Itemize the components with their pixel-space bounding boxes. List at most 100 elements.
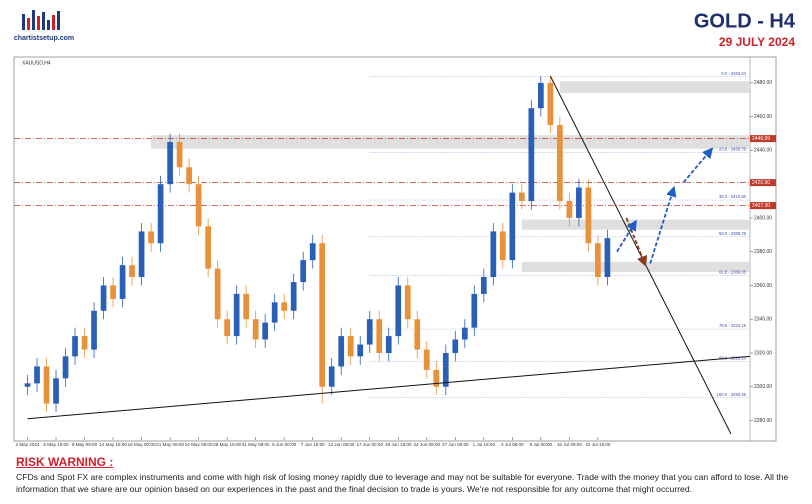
- candle-body: [528, 108, 535, 202]
- x-tick-label: 5 Jun 00:00: [272, 442, 296, 447]
- x-tick-label: 24 Jun 08:00: [413, 442, 440, 447]
- red-level-tag: [750, 179, 776, 187]
- candle-body: [148, 231, 154, 244]
- candle-body: [547, 82, 554, 126]
- symbol: XAUUSD,H4: [22, 60, 51, 66]
- candle-body: [119, 265, 126, 299]
- y-tick-label: 2280.00: [754, 418, 772, 424]
- candle-body: [62, 356, 69, 379]
- candle-body: [576, 187, 582, 218]
- x-tick-label: 31 May 08:00: [242, 442, 270, 447]
- x-tick-label: 17 Jun 00:00: [356, 442, 383, 447]
- candle-body: [100, 285, 107, 311]
- candle-body: [309, 243, 316, 261]
- red-level-tag: [750, 135, 776, 143]
- title: GOLD - H4: [694, 10, 796, 32]
- candle-body: [433, 369, 440, 387]
- date: 29 JULY 2024: [719, 35, 795, 49]
- candle-body: [233, 293, 240, 337]
- x-tick-label: 2 May 2024: [15, 442, 39, 447]
- candle-body: [271, 302, 278, 323]
- fib-label: 0.0 - 2483.64: [721, 71, 746, 76]
- candle-body: [452, 339, 459, 353]
- trendline: [27, 355, 751, 420]
- y-tick-label: 2360.00: [754, 283, 772, 289]
- candle-body: [538, 82, 544, 109]
- fib-label: 50.0 - 2388.78: [719, 231, 747, 236]
- candle-body: [81, 336, 88, 350]
- risk-warning-title: RISK WARNING :: [16, 455, 114, 469]
- fib-label: 78.6 - 2334.15: [719, 323, 747, 328]
- candle-body: [167, 141, 173, 185]
- candle-body: [300, 260, 307, 283]
- candle-body: [186, 167, 192, 185]
- red-level-tag: [750, 202, 776, 210]
- x-tick-label: 23 Jul 16:00: [585, 442, 610, 447]
- candle-body: [509, 192, 516, 261]
- x-tick-label: 24 May 08:00: [185, 442, 213, 447]
- y-tick-label: 2380.00: [754, 249, 772, 255]
- logo-text: chartistsetup.com: [14, 35, 74, 42]
- x-tick-label: 1 Jul 16:00: [473, 442, 496, 447]
- candle-body: [129, 265, 135, 278]
- candle-body: [214, 268, 221, 320]
- chart-frame: [13, 56, 777, 442]
- candle-body: [395, 285, 402, 337]
- candle-body: [243, 293, 250, 320]
- red-level-label: 2407.30: [752, 203, 770, 209]
- candle-body: [252, 319, 259, 340]
- candle-body: [43, 366, 50, 404]
- x-tick-label: 28 May 16:00: [213, 442, 241, 447]
- y-tick-label: 2400.00: [754, 215, 772, 221]
- x-tick-label: 6 May 16:00: [43, 442, 69, 447]
- candle-body: [205, 226, 211, 269]
- red-level-label: 2420.90: [752, 180, 770, 186]
- candle-body: [281, 302, 288, 311]
- candle-body: [604, 238, 611, 278]
- zone: [521, 261, 750, 272]
- candle-body: [338, 336, 345, 367]
- candle-body: [566, 201, 573, 218]
- x-tick-label: 9 Jul 00:00: [530, 442, 553, 447]
- candle-body: [110, 285, 116, 299]
- candle-body: [461, 327, 468, 340]
- candle-body: [557, 125, 563, 202]
- x-tick-label: 21 May 08:00: [156, 442, 184, 447]
- x-tick-label: 16 May 00:00: [128, 442, 156, 447]
- candle-body: [585, 187, 592, 244]
- fib-label: 61.8 - 2366.05: [719, 269, 747, 274]
- y-tick-label: 2480.00: [754, 80, 772, 86]
- projection-arrow: [649, 185, 677, 264]
- candle-body: [34, 366, 40, 384]
- x-tick-label: 9 May 08:00: [72, 442, 98, 447]
- candle-body: [91, 310, 97, 350]
- projection-arrow: [682, 147, 714, 184]
- candle-body: [72, 336, 78, 357]
- x-tick-label: 12 Jun 08:00: [328, 442, 355, 447]
- candle-body: [319, 243, 326, 387]
- candle-body: [262, 322, 269, 340]
- candle-body: [499, 231, 506, 261]
- fib-label: 100.0 - 2293.46: [717, 392, 747, 397]
- y-tick-label: 2460.00: [754, 114, 772, 120]
- y-tick-label: 2440.00: [754, 148, 772, 154]
- x-tick-label: 4 Jul 08:00: [501, 442, 524, 447]
- red-level-label: 2446.99: [752, 136, 770, 142]
- candle-body: [471, 293, 478, 328]
- candle-body: [347, 336, 354, 357]
- candle-body: [376, 319, 383, 353]
- candle-body: [404, 285, 411, 320]
- candle-body: [176, 141, 183, 168]
- candle-body: [414, 319, 421, 350]
- candle-body: [195, 184, 202, 227]
- y-tick-label: 2300.00: [754, 384, 772, 390]
- candle-body: [366, 319, 373, 345]
- candle-body: [53, 378, 59, 404]
- candle-body: [24, 383, 31, 387]
- logo: chartistsetup.com: [14, 10, 74, 42]
- x-tick-label: 14 May 16:00: [99, 442, 127, 447]
- candle-body: [595, 243, 601, 278]
- candle-body: [442, 352, 449, 387]
- candle-body: [385, 336, 392, 353]
